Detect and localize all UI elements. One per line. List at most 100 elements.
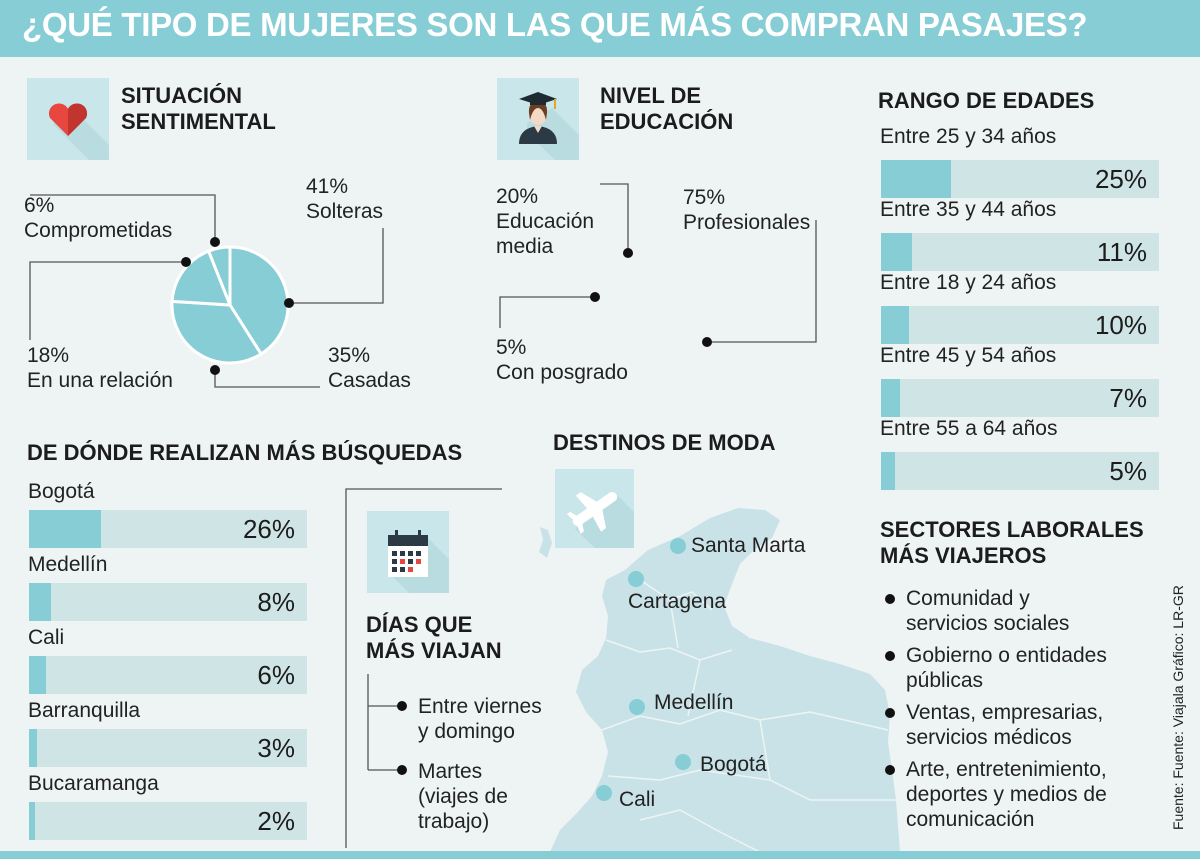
sectores-list: Comunidad y servicios sociales Gobierno … [885,586,1107,832]
santa-marta-marker [670,538,686,554]
solteras-marker [284,298,294,308]
calendar-icon-box [367,511,449,593]
heart-icon-box [27,78,109,160]
sentimental-title-line1: SITUACIÓN [121,83,242,108]
sector-item: Arte, entretenimiento, deportes y medios… [885,757,1107,832]
education-title-line1: NIVEL DE [600,83,702,108]
city-track: 6% [29,656,307,694]
age-label: Entre 25 y 34 años [880,125,1057,148]
relacion-marker [181,257,191,267]
footer-bar [0,851,1200,859]
medellin-marker [629,699,645,715]
education-pie-chart [499,183,817,347]
bullet-dot [885,651,895,661]
sector-item: Comunidad y servicios sociales [885,586,1107,636]
bogota-marker [675,754,691,770]
city-value: 2% [257,805,295,836]
age-bar [881,160,951,198]
profesionales-value: 75% [683,186,726,209]
bullet-dot [885,708,895,718]
sector-item: Ventas, empresarias, servicios médicos [885,700,1107,750]
cartagena-marker [628,571,644,587]
city-value: 8% [257,586,295,617]
city-value: 26% [242,513,295,544]
city-label: Bogotá [28,480,95,503]
media-marker [623,248,633,258]
sector-item-text: Ventas, empresarias, servicios médicos [906,701,1104,749]
sectores-title-line1: SECTORES LABORALES [880,517,1144,542]
city-bar [29,510,102,548]
city-label: Medellín [28,553,108,576]
sector-item-text: Comunidad y servicios sociales [906,587,1070,635]
age-label: Entre 45 y 54 años [880,344,1057,367]
age-value: 11% [1096,236,1147,267]
city-bar [29,802,35,840]
sentimental-slice-casadas [170,299,264,365]
dias-item-1: Entre viernes y domingo [418,695,542,743]
dias-item-2: Martes (viajes de trabajo) [418,760,508,833]
sector-item-text: Gobierno o entidades públicas [906,644,1107,692]
age-bar [881,452,895,490]
city-santa-marta: Santa Marta [691,534,806,557]
graduate-icon-box [497,78,579,160]
posgrado-label: Con posgrado [496,361,628,384]
sentimental-title-line2: SENTIMENTAL [121,109,276,134]
age-bar [881,306,909,344]
calendar-icon [388,530,449,593]
sector-item: Gobierno o entidades públicas [885,643,1107,693]
age-value: 10% [1094,309,1147,340]
casadas-value: 35% [328,344,371,367]
bullet-dot [885,594,895,604]
heart-icon [48,103,109,160]
city-value: 3% [257,732,295,763]
destinos-title: DESTINOS DE MODA [553,430,776,455]
sectores-title-line2: MÁS VIAJEROS [880,543,1047,568]
solteras-label: Solteras [306,200,384,223]
sentimental-pie [170,245,290,365]
age-label: Entre 55 a 64 años [880,417,1058,440]
city-label: Bucaramanga [28,772,159,795]
city-label: Cali [28,626,65,649]
comprometidas-marker [210,237,220,247]
source-credit: Fuente: Fuente: Viajala Gráfico: LR-GR [1170,585,1186,830]
profesionales-marker [702,337,712,347]
casadas-marker [210,365,220,375]
posgrado-value: 5% [496,336,527,359]
city-bogota: Bogotá [700,753,767,776]
busquedas-title: DE DÓNDE REALIZAN MÁS BÚSQUEDAS [27,440,463,465]
city-track: 3% [29,729,307,767]
header-banner [0,0,1200,57]
city-value: 6% [257,659,295,690]
education-title-line2: EDUCACIÓN [600,109,734,134]
sentimental-slice-comprometidas [206,245,232,306]
city-track: 8% [29,583,307,621]
city-medellin: Medellín [654,691,734,714]
sentimental-slice-en-una-relación [170,249,233,307]
cali-marker [596,785,612,801]
age-track: 10% [881,306,1159,344]
profesionales-label: Profesionales [683,211,811,234]
comprometidas-value: 6% [24,194,55,217]
posgrado-marker [590,292,600,302]
age-track: 5% [881,452,1159,490]
city-cali: Cali [619,788,656,811]
dias-title-line1: DÍAS QUE [366,612,473,637]
airplane-icon-box [555,469,634,548]
city-bar [29,656,46,694]
bullet-dot [885,765,895,775]
age-track: 11% [881,233,1159,271]
colombia-map [345,488,900,852]
relacion-label: En una relación [27,369,173,392]
airplane-icon [566,491,634,548]
city-bar [29,583,52,621]
city-label: Barranquilla [28,699,141,722]
age-value: 7% [1109,382,1147,413]
age-value: 5% [1109,455,1147,486]
age-label: Entre 35 y 44 años [880,198,1057,221]
age-bar [881,233,912,271]
page-title: ¿QUÉ TIPO DE MUJERES SON LAS QUE MÁS COM… [22,6,1088,43]
sentimental-pie-chart [29,194,384,388]
city-cartagena: Cartagena [628,590,727,613]
city-track: 26% [29,510,307,548]
age-bar [881,379,901,417]
